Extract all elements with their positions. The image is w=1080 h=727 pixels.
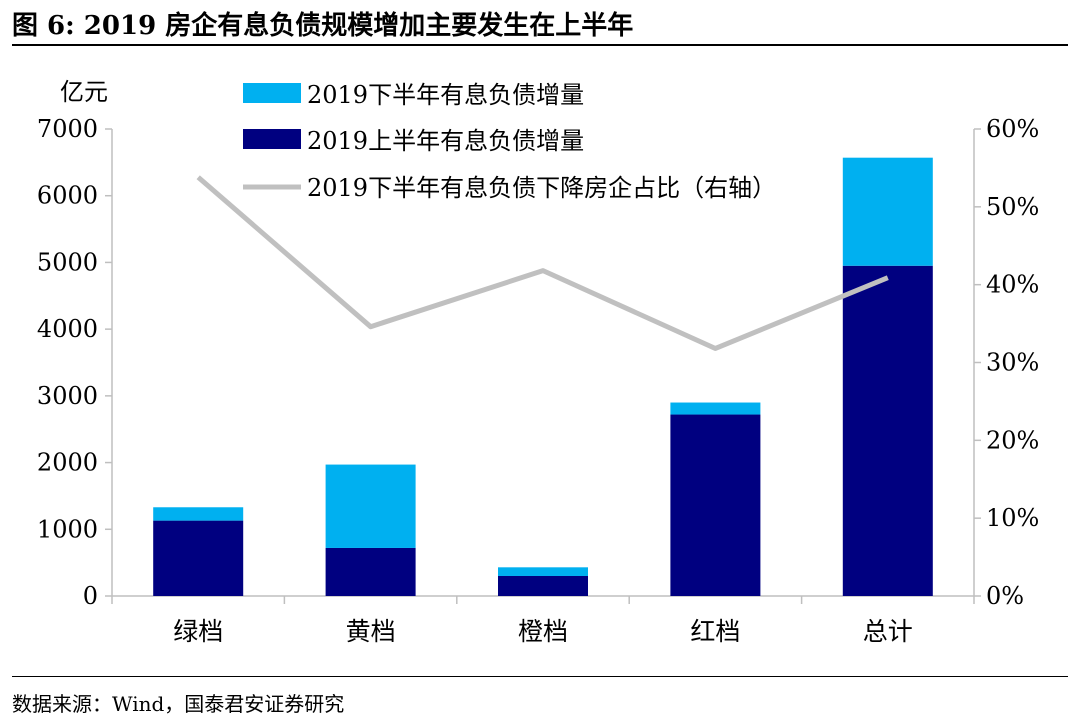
figure-title: 图 6: 2019 房企有息负债规模增加主要发生在上半年	[12, 8, 1068, 46]
y-right-tick-label: 10%	[986, 504, 1039, 532]
y-right-tick-label: 0%	[986, 582, 1024, 610]
y-right-tick-label: 20%	[986, 426, 1039, 454]
legend-swatch-h1	[243, 129, 301, 149]
y-left-tick-label: 4000	[37, 315, 98, 343]
y-left-tick-label: 7000	[37, 115, 98, 143]
y-right-tick-label: 30%	[986, 349, 1039, 377]
legend-swatch-h2	[243, 83, 301, 103]
bar-h1-5	[842, 265, 933, 596]
x-tick-label: 绿档	[173, 617, 223, 646]
bar-h1-3	[498, 575, 588, 596]
bar-h2-5	[842, 157, 933, 266]
y-left-tick-label: 2000	[37, 449, 98, 477]
y-left-tick-label: 5000	[37, 248, 98, 276]
y-right-tick-label: 60%	[986, 115, 1039, 143]
bar-h1-4	[670, 414, 761, 596]
y-right-tick-label: 40%	[986, 271, 1039, 299]
x-tick-label: 总计	[863, 617, 913, 646]
x-tick-label: 黄档	[346, 617, 396, 646]
y-left-tick-label: 0	[83, 582, 98, 610]
x-tick-label: 橙档	[518, 617, 568, 646]
source-divider	[12, 676, 1068, 677]
legend-label-ratio: 2019下半年有息负债下降房企占比（右轴）	[307, 174, 776, 202]
bar-h2-3	[498, 567, 588, 576]
y-left-tick-label: 3000	[37, 382, 98, 410]
y-left-tick-label: 1000	[37, 515, 98, 543]
bar-h1-1	[153, 520, 244, 596]
legend: 2019下半年有息负债增量 2019上半年有息负债增量 2019下半年有息负债下…	[243, 81, 776, 202]
bar-h1-2	[325, 547, 416, 596]
legend-label-h1: 2019上半年有息负债增量	[307, 127, 584, 155]
y-left-unit-label: 亿元	[60, 78, 108, 106]
x-tick-label: 红档	[690, 617, 740, 646]
source-note: 数据来源：Wind，国泰君安证券研究	[12, 692, 345, 716]
ratio-series-line	[196, 175, 889, 351]
bar-h2-2	[325, 464, 416, 548]
bar-h2-4	[670, 402, 761, 415]
y-left-tick-label: 6000	[37, 182, 98, 210]
bar-h2-1	[153, 507, 244, 521]
legend-label-h2: 2019下半年有息负债增量	[307, 81, 584, 109]
y-right-tick-label: 50%	[986, 193, 1039, 221]
